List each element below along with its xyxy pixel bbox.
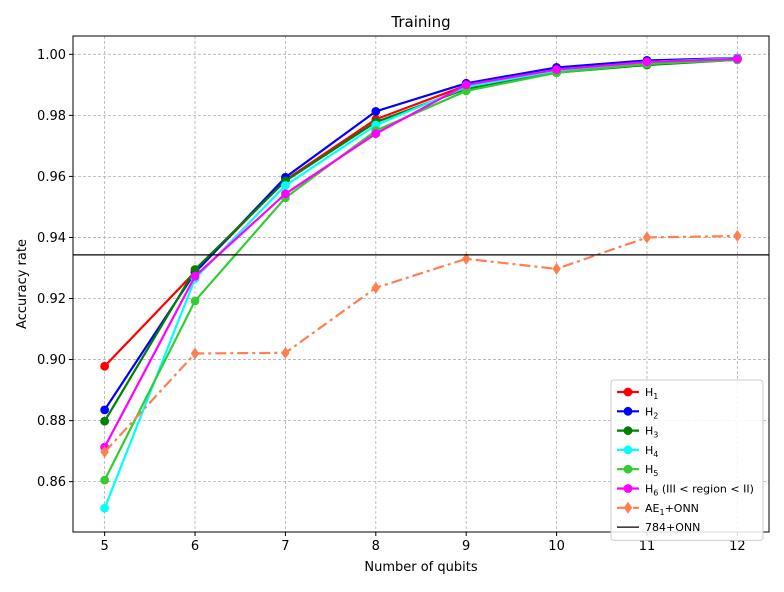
data-point	[190, 296, 200, 306]
legend-swatch-marker	[623, 484, 633, 493]
series-6	[100, 54, 742, 452]
x-tick-label: 8	[372, 539, 380, 554]
y-tick-label: 0.96	[37, 170, 66, 185]
legend-label: H1	[645, 386, 658, 401]
data-point	[461, 252, 471, 265]
x-tick-label: 11	[639, 539, 656, 554]
series-line	[103, 234, 738, 453]
data-point	[461, 86, 471, 96]
legend-swatch-marker	[623, 406, 633, 416]
legend-entry: H3	[617, 425, 658, 440]
chart-title: Training	[390, 13, 450, 31]
legend-entry: H5	[617, 463, 658, 478]
legend: H1 H2 H3 H4 H5 H6 (III < region < II) AE1+ONN 7…	[610, 379, 764, 541]
legend-entry: 784+ONN	[617, 521, 700, 534]
data-point	[371, 281, 381, 294]
data-point	[281, 346, 290, 359]
data-point	[100, 503, 110, 513]
ticks: 5 6 7 8 9 10 11 12 0.86 0.88 0.90 0.92 0.94 0.96 0.98 1…	[37, 48, 746, 554]
y-tick-label: 0.88	[37, 414, 66, 429]
plot-frame	[72, 35, 770, 533]
data-point	[732, 54, 742, 64]
legend-swatch-marker	[623, 445, 633, 455]
data-point	[100, 446, 109, 459]
x-tick-label: 7	[281, 539, 289, 554]
data-point	[190, 347, 200, 360]
y-tick-label: 0.92	[37, 292, 66, 307]
y-tick-label: 0.94	[37, 231, 66, 246]
series-line	[103, 56, 738, 411]
series-7	[100, 229, 742, 459]
data-point	[100, 361, 110, 371]
x-tick-label: 10	[548, 539, 565, 554]
legend-entry: H2	[617, 405, 658, 420]
legend-label: AE1+ONN	[645, 502, 699, 517]
legend-label: H3	[645, 425, 658, 440]
legend-label: H2	[645, 405, 658, 420]
legend-label: H6 (III < region < II)	[645, 483, 754, 498]
legend-swatch-marker	[623, 464, 633, 474]
series-line	[103, 57, 738, 448]
data-point	[642, 231, 652, 244]
data-point	[100, 475, 110, 485]
data-point	[281, 181, 290, 190]
data-point	[642, 57, 652, 67]
y-axis-title: Accuracy rate	[15, 239, 30, 329]
legend-label: H5	[645, 463, 658, 478]
x-tick-label: 5	[100, 539, 108, 554]
series-line	[103, 58, 738, 481]
legend-swatch-marker	[623, 426, 633, 435]
legend-box	[610, 379, 764, 541]
legend-label: H4	[645, 444, 658, 459]
data-point	[100, 416, 110, 426]
data-point	[190, 265, 200, 274]
data-point	[371, 106, 381, 116]
x-tick-label: 9	[462, 539, 470, 554]
legend-swatch-marker	[623, 501, 633, 514]
data-point	[733, 229, 742, 242]
data-point	[100, 405, 110, 415]
x-tick-label: 12	[729, 539, 746, 554]
data-point	[371, 129, 381, 139]
legend-entry: H4	[617, 444, 658, 459]
y-tick-label: 1.00	[37, 48, 66, 63]
data-point	[552, 262, 561, 275]
data-point	[552, 65, 561, 74]
x-axis-title: Number of qubits	[364, 560, 477, 575]
data-point	[461, 80, 471, 90]
legend-entry: AE1+ONN	[617, 501, 699, 517]
legend-entry: H6 (III < region < II)	[617, 483, 754, 498]
y-tick-label: 0.86	[37, 475, 66, 490]
legend-entry: H1	[617, 386, 658, 401]
y-tick-label: 0.90	[37, 353, 66, 368]
legend-swatch-marker	[623, 387, 633, 397]
series-layer	[100, 53, 742, 513]
legend-label: 784+ONN	[645, 521, 700, 534]
data-point	[190, 271, 200, 281]
x-tick-label: 6	[191, 539, 199, 554]
data-point	[281, 189, 290, 199]
y-tick-label: 0.98	[37, 109, 66, 124]
